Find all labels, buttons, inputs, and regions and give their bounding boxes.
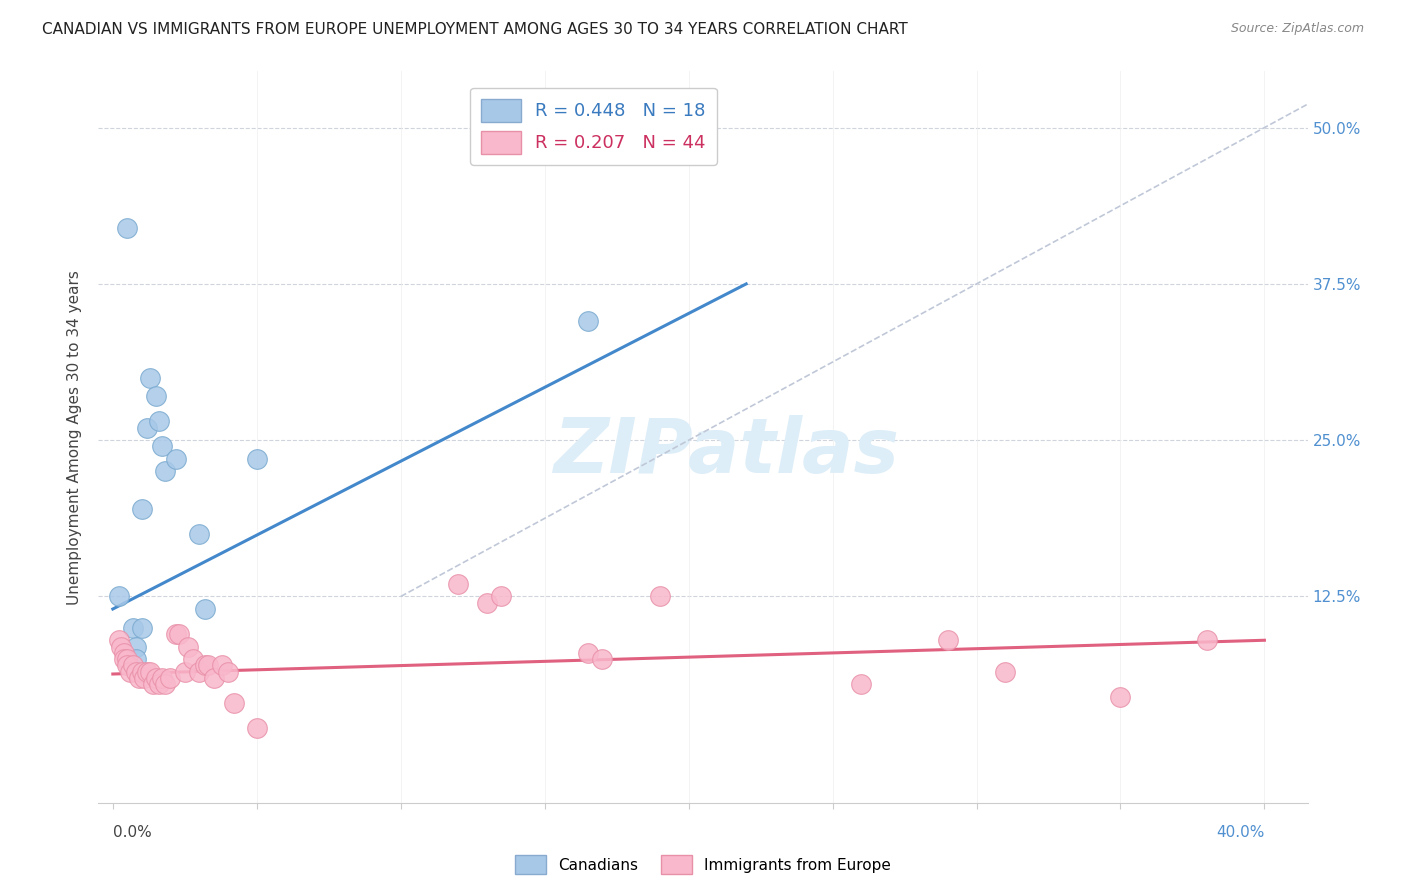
Point <box>131 502 153 516</box>
Point <box>167 627 190 641</box>
Point <box>475 596 498 610</box>
Point <box>115 652 138 666</box>
Point <box>217 665 239 679</box>
Point <box>851 677 873 691</box>
Legend: R = 0.448   N = 18, R = 0.207   N = 44: R = 0.448 N = 18, R = 0.207 N = 44 <box>470 87 717 165</box>
Point <box>222 696 245 710</box>
Point <box>576 314 599 328</box>
Point <box>1109 690 1132 704</box>
Point <box>112 646 135 660</box>
Point <box>150 440 173 454</box>
Point <box>936 633 959 648</box>
Point <box>197 658 219 673</box>
Point <box>134 671 156 685</box>
Point <box>139 370 162 384</box>
Point <box>148 414 170 428</box>
Point <box>246 452 269 467</box>
Text: ZIPatlas: ZIPatlas <box>554 415 900 489</box>
Point <box>194 658 217 673</box>
Point <box>145 671 167 685</box>
Point <box>125 652 148 666</box>
Point <box>447 577 470 591</box>
Point <box>107 633 129 648</box>
Text: 40.0%: 40.0% <box>1216 825 1264 840</box>
Point <box>136 420 159 434</box>
Point <box>122 658 145 673</box>
Point <box>159 671 181 685</box>
Point <box>648 590 671 604</box>
Point <box>128 671 150 685</box>
Y-axis label: Unemployment Among Ages 30 to 34 years: Unemployment Among Ages 30 to 34 years <box>67 269 83 605</box>
Point <box>591 652 613 666</box>
Point <box>131 621 153 635</box>
Point <box>131 665 153 679</box>
Point <box>125 640 148 654</box>
Text: Source: ZipAtlas.com: Source: ZipAtlas.com <box>1230 22 1364 36</box>
Point <box>145 389 167 403</box>
Point <box>107 590 129 604</box>
Point <box>173 665 195 679</box>
Text: 0.0%: 0.0% <box>112 825 152 840</box>
Point <box>576 646 599 660</box>
Point <box>1195 633 1218 648</box>
Point <box>125 665 148 679</box>
Text: CANADIAN VS IMMIGRANTS FROM EUROPE UNEMPLOYMENT AMONG AGES 30 TO 34 YEARS CORREL: CANADIAN VS IMMIGRANTS FROM EUROPE UNEMP… <box>42 22 908 37</box>
Point <box>115 658 138 673</box>
Point <box>202 671 225 685</box>
Point <box>142 677 165 691</box>
Point <box>110 640 132 654</box>
Point <box>165 627 187 641</box>
Point <box>491 590 513 604</box>
Point <box>148 677 170 691</box>
Point <box>183 652 205 666</box>
Point <box>122 621 145 635</box>
Point <box>188 527 211 541</box>
Legend: Canadians, Immigrants from Europe: Canadians, Immigrants from Europe <box>509 849 897 880</box>
Point <box>115 220 138 235</box>
Point <box>153 465 176 479</box>
Point <box>136 665 159 679</box>
Point <box>194 602 217 616</box>
Point <box>994 665 1017 679</box>
Point <box>150 671 173 685</box>
Point <box>112 652 135 666</box>
Point <box>120 665 142 679</box>
Point <box>139 665 162 679</box>
Point <box>176 640 198 654</box>
Point <box>246 721 269 735</box>
Point <box>153 677 176 691</box>
Point <box>188 665 211 679</box>
Point <box>211 658 233 673</box>
Point <box>165 452 187 467</box>
